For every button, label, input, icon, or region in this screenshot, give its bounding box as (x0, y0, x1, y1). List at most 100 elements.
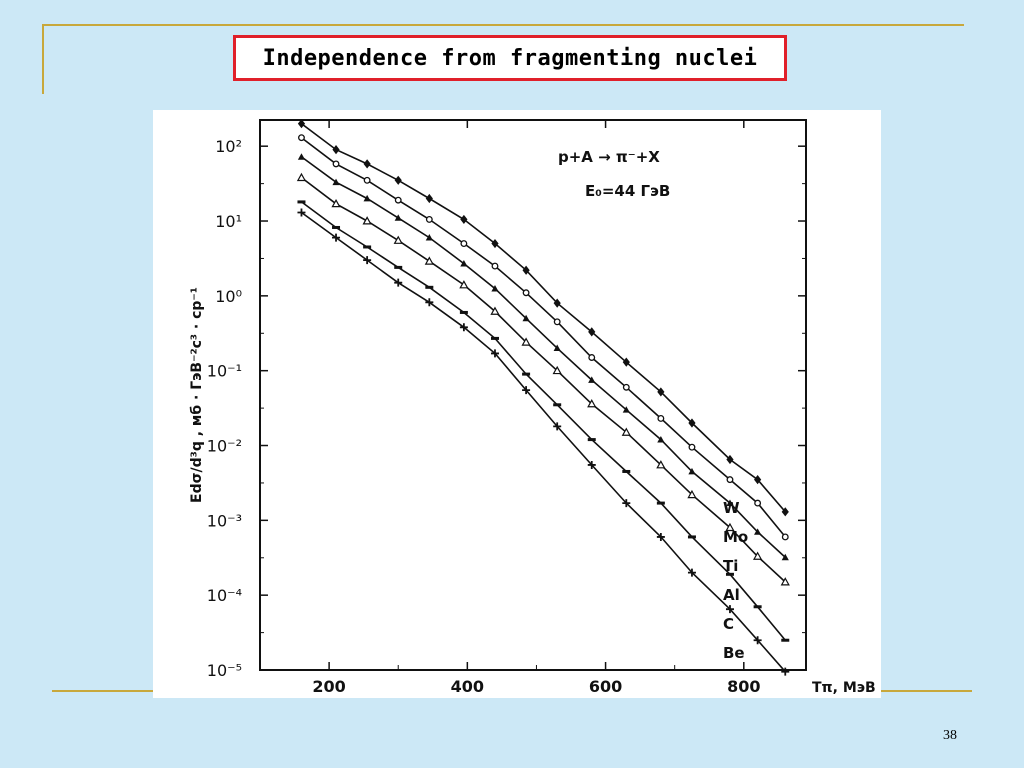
data-point (552, 365, 562, 375)
annotation-reaction: p+A → π⁻+X (558, 148, 660, 166)
data-point (726, 476, 734, 484)
data-point (588, 376, 596, 383)
data-point (726, 499, 734, 506)
y-tick-label: 10² (215, 137, 242, 156)
data-point (687, 568, 696, 577)
data-point (753, 551, 763, 560)
data-point (460, 214, 468, 225)
chart-figure: 200 400 600 800 10² 10¹ 10⁰ 10⁻¹ 10⁻² 10⁻³ 10⁻⁴ 10⁻… (153, 110, 881, 698)
data-point (296, 172, 307, 182)
data-point (657, 387, 665, 397)
slide-title: Independence from fragmenting nuclei (262, 45, 758, 71)
data-point (587, 399, 597, 408)
x-axis-label: Tπ, МэВ (812, 680, 876, 696)
y-tick-label: 10⁻⁵ (207, 661, 242, 680)
data-point (331, 198, 341, 208)
y-tick-label: 10⁻³ (207, 511, 242, 530)
data-point (363, 194, 371, 202)
data-point (491, 238, 499, 249)
data-point (459, 323, 468, 332)
data-point (553, 422, 562, 431)
data-point (425, 193, 433, 204)
y-tick-label: 10⁻⁴ (207, 586, 242, 605)
data-point (726, 454, 734, 465)
data-point (553, 298, 561, 308)
data-point (656, 532, 665, 541)
data-point (688, 467, 696, 475)
data-point (781, 553, 789, 561)
data-point (622, 357, 630, 367)
series-label-c: C (723, 615, 734, 633)
data-point (298, 134, 305, 142)
series-line-mo (301, 137, 786, 538)
data-point (688, 418, 696, 428)
data-point (657, 414, 665, 422)
data-point (332, 178, 340, 186)
data-point (394, 175, 402, 185)
frame-line-left (42, 24, 44, 94)
plot-frame (259, 119, 807, 671)
data-point (491, 262, 499, 270)
data-point (780, 577, 790, 586)
data-point (781, 667, 790, 676)
data-point (553, 344, 561, 352)
data-point (522, 265, 530, 275)
data-point (688, 443, 696, 451)
data-point (687, 489, 697, 499)
data-point (491, 284, 499, 292)
y-tick-label: 10⁻¹ (207, 362, 242, 381)
data-point (754, 475, 762, 485)
data-point (725, 605, 734, 614)
data-point (425, 234, 433, 241)
data-point (424, 256, 434, 265)
y-tick-label: 10⁻² (207, 437, 242, 456)
series-line-ti (301, 156, 786, 558)
data-point (490, 306, 500, 315)
series-label-al: Al (723, 586, 740, 604)
data-point (781, 533, 789, 541)
y-tick-label: 10⁰ (215, 287, 242, 306)
y-axis-label: Edσ/d³q , мб · ГэВ⁻²с³ · ср⁻¹ (189, 287, 205, 503)
series-line-c (301, 201, 786, 641)
data-point (460, 240, 468, 247)
data-point (332, 145, 340, 155)
data-point (522, 386, 531, 395)
chart-svg: 200 400 600 800 10² 10¹ 10⁰ 10⁻¹ 10⁻² 10⁻³ 10⁻⁴ 10⁻… (189, 119, 876, 696)
data-point (587, 460, 596, 469)
frame-line-top (43, 24, 964, 26)
series-label-ti: Ti (723, 557, 738, 575)
data-point (363, 159, 371, 169)
data-point (460, 259, 468, 267)
data-point (622, 406, 630, 413)
data-point (332, 160, 340, 168)
series-label-w: W (723, 499, 740, 517)
data-point (363, 256, 372, 265)
series-line-al (301, 176, 786, 583)
data-point (394, 196, 402, 204)
data-point (588, 354, 596, 361)
data-point (522, 314, 530, 322)
data-point (622, 499, 631, 508)
data-point (753, 636, 762, 645)
x-tick-label: 600 (589, 677, 622, 696)
data-point (656, 460, 666, 469)
page-number: 38 (943, 728, 957, 743)
data-point (394, 278, 403, 287)
series-line-be (301, 211, 786, 673)
data-point (490, 349, 499, 358)
data-point (363, 176, 371, 184)
series-label-mo: Mo (723, 528, 748, 546)
data-point (394, 214, 402, 221)
slide-title-box: Independence from fragmenting nuclei (233, 35, 787, 81)
x-tick-label: 200 (312, 677, 345, 696)
data-point (621, 427, 631, 436)
data-point (754, 528, 762, 535)
data-point (362, 216, 372, 225)
x-tick-label: 800 (727, 677, 760, 696)
x-tick-label: 400 (451, 677, 484, 696)
data-point (297, 153, 306, 160)
data-point (425, 215, 433, 223)
data-point (332, 233, 341, 242)
y-tick-label: 10¹ (215, 212, 242, 231)
data-point (393, 235, 403, 244)
